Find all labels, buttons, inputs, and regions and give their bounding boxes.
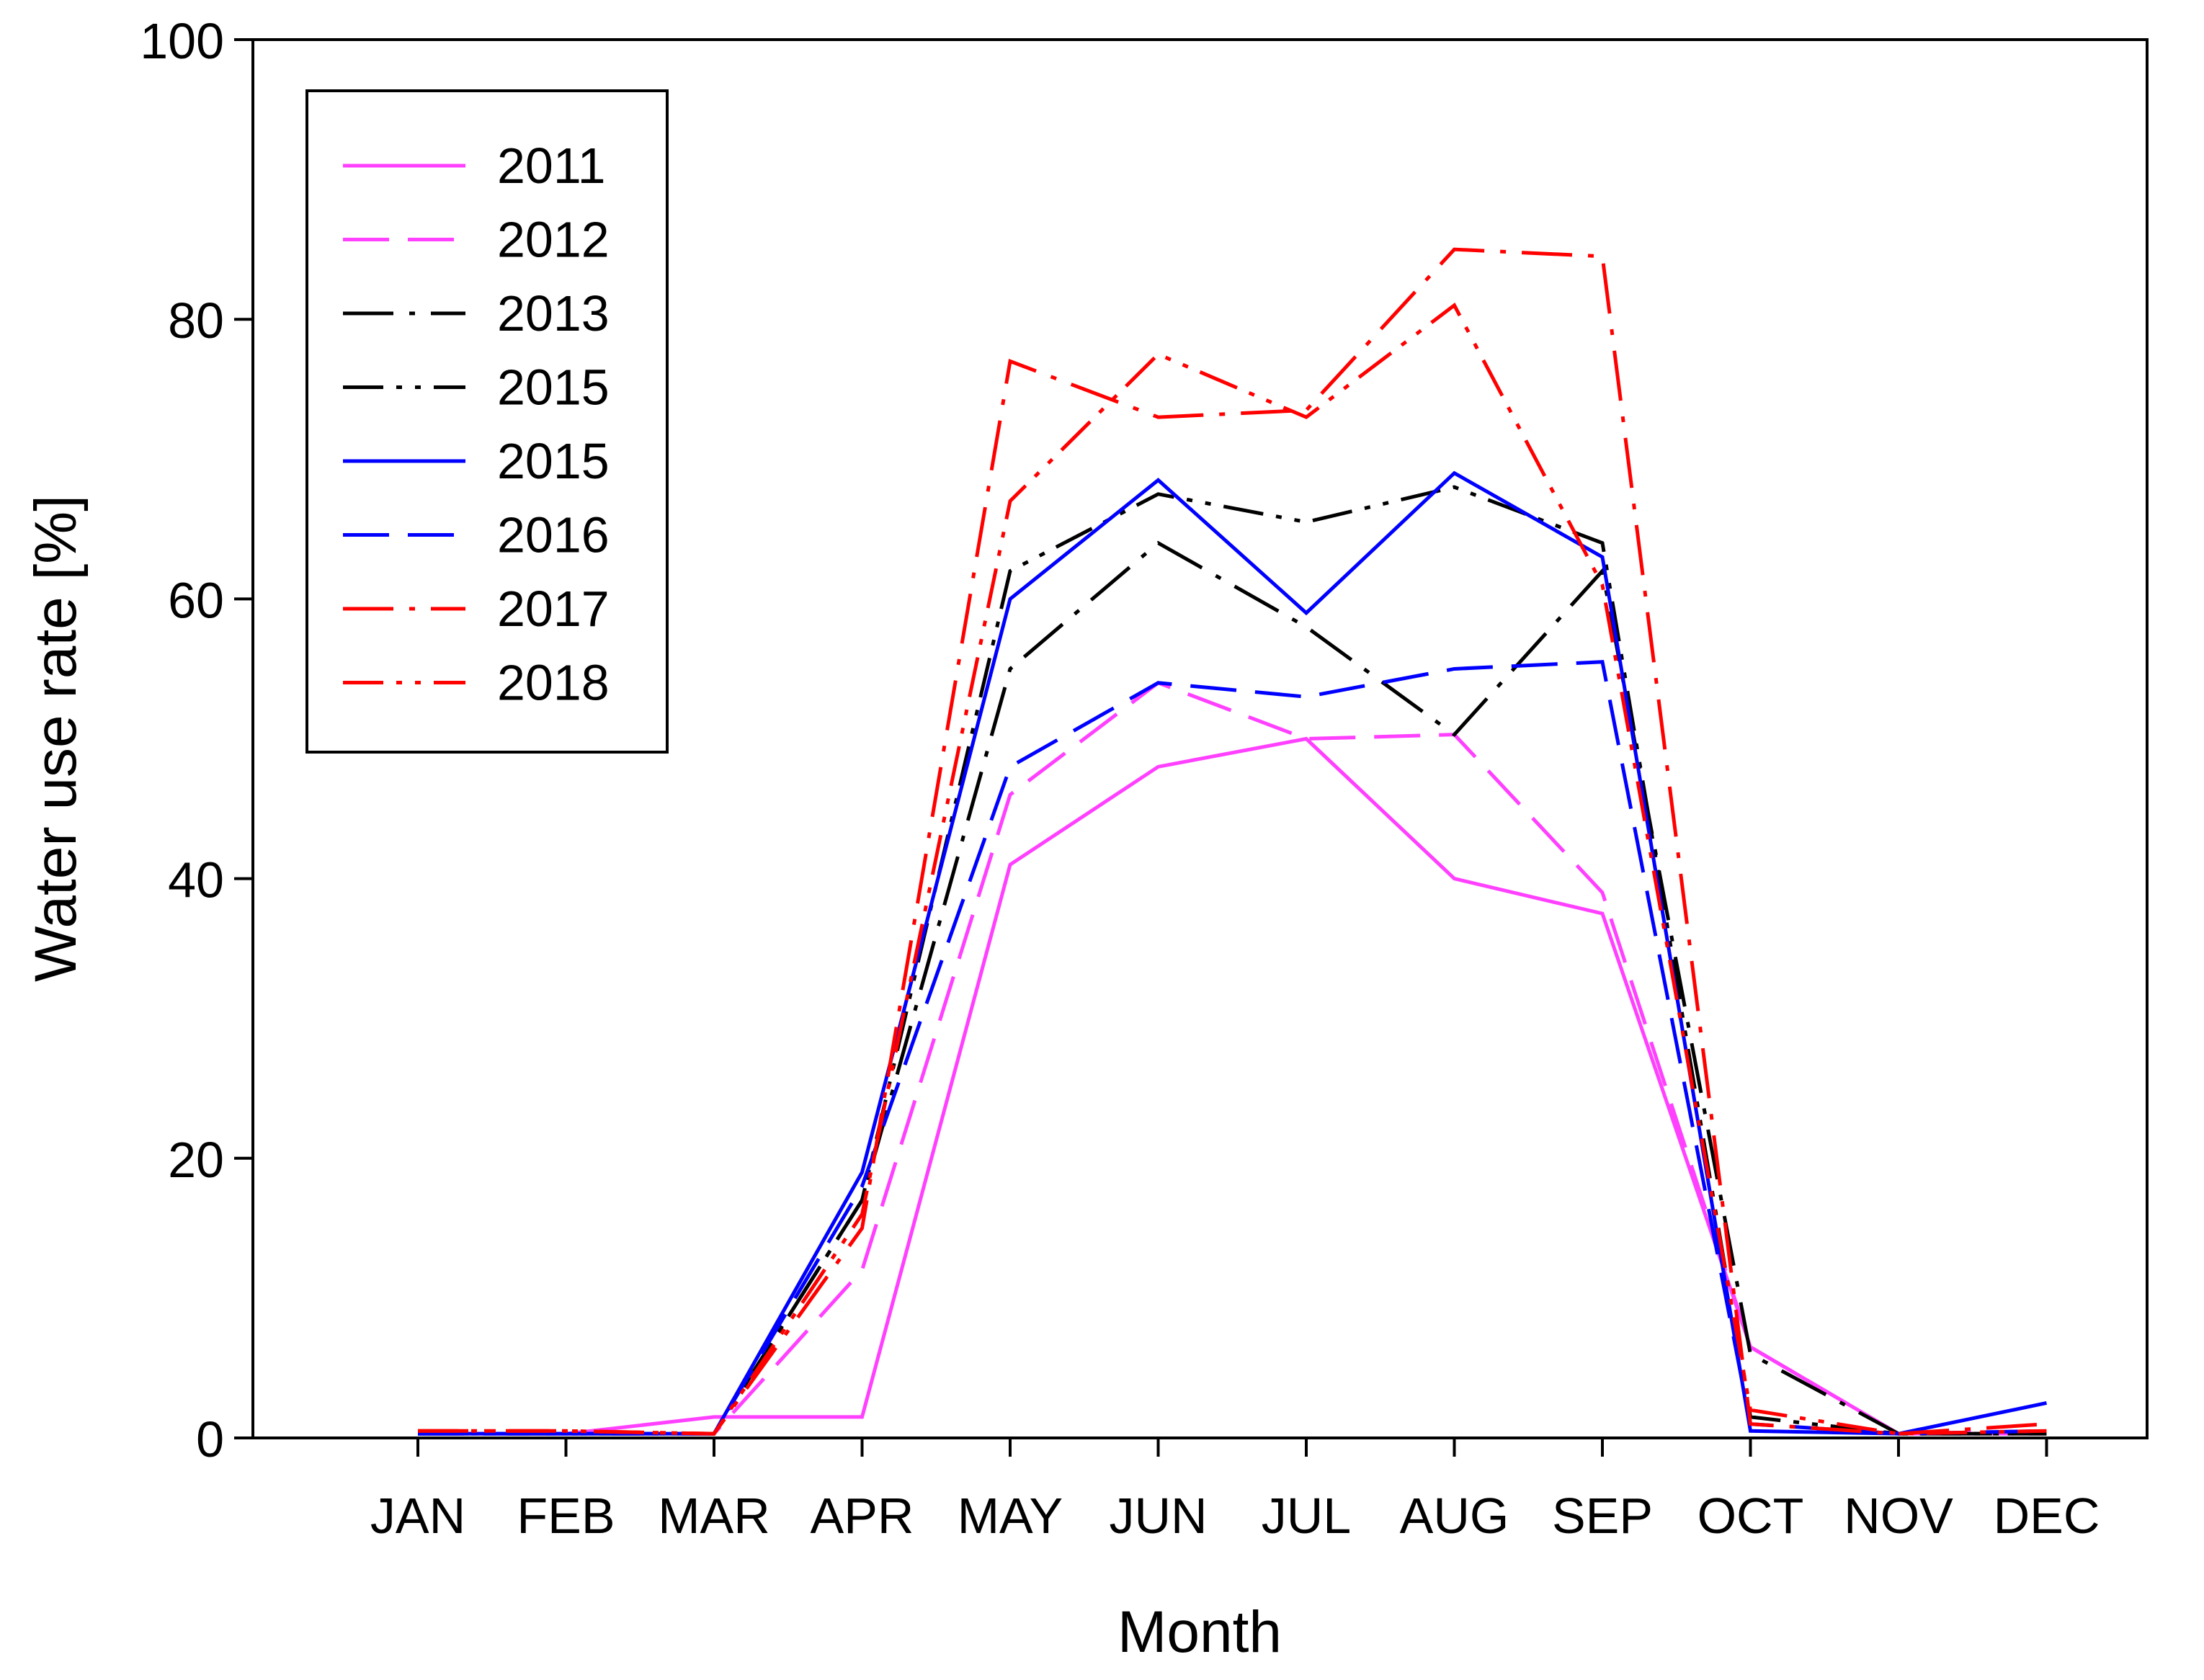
legend: 2011 2012 2013 2015 2015 2016 2017 2018 <box>305 89 669 754</box>
y-tick-label: 100 <box>140 13 224 69</box>
legend-label: 2017 <box>497 581 610 637</box>
x-tick-label: JUN <box>1109 1488 1207 1544</box>
y-tick-label: 20 <box>168 1132 224 1188</box>
x-tick-label: DEC <box>1994 1488 2100 1544</box>
x-tick-label: FEB <box>517 1488 615 1544</box>
x-tick-label: JUL <box>1262 1488 1351 1544</box>
series-line-2017-7 <box>418 247 2047 1436</box>
legend-label: 2011 <box>497 138 606 194</box>
x-tick-label: APR <box>811 1488 914 1544</box>
legend-label: 2018 <box>497 655 610 711</box>
legend-label: 2012 <box>497 212 610 268</box>
x-tick-label: NOV <box>1844 1488 1953 1544</box>
x-tick-label: MAY <box>958 1488 1063 1544</box>
x-tick-label: MAR <box>658 1488 770 1544</box>
x-tick-label: SEP <box>1552 1488 1653 1544</box>
legend-label: 2015 <box>497 359 610 416</box>
legend-label: 2016 <box>497 507 610 563</box>
legend-label: 2015 <box>497 433 610 489</box>
x-tick-label: AUG <box>1400 1488 1509 1544</box>
plot-frame <box>251 38 2149 1439</box>
x-tick-label: OCT <box>1697 1488 1804 1544</box>
series-line-2015-4 <box>418 485 2047 1436</box>
x-tick-label: JAN <box>370 1488 465 1544</box>
series-line-2018-8 <box>418 303 2047 1436</box>
y-axis-label: Water use rate [%] <box>23 495 89 982</box>
y-tick-label: 80 <box>168 292 224 349</box>
legend-label: 2013 <box>497 285 610 341</box>
x-axis-label: Month <box>1117 1599 1282 1665</box>
legend-frame <box>305 89 669 754</box>
axis-layer: 0 20 40 60 80 100 JAN FEB MAR APR MAY JUN JUL AUG SEP O… <box>140 13 2100 1544</box>
y-tick-label: 0 <box>196 1411 224 1467</box>
series-layer <box>418 247 2048 1436</box>
y-tick-label: 60 <box>168 572 224 628</box>
y-tick-label: 40 <box>168 852 224 908</box>
